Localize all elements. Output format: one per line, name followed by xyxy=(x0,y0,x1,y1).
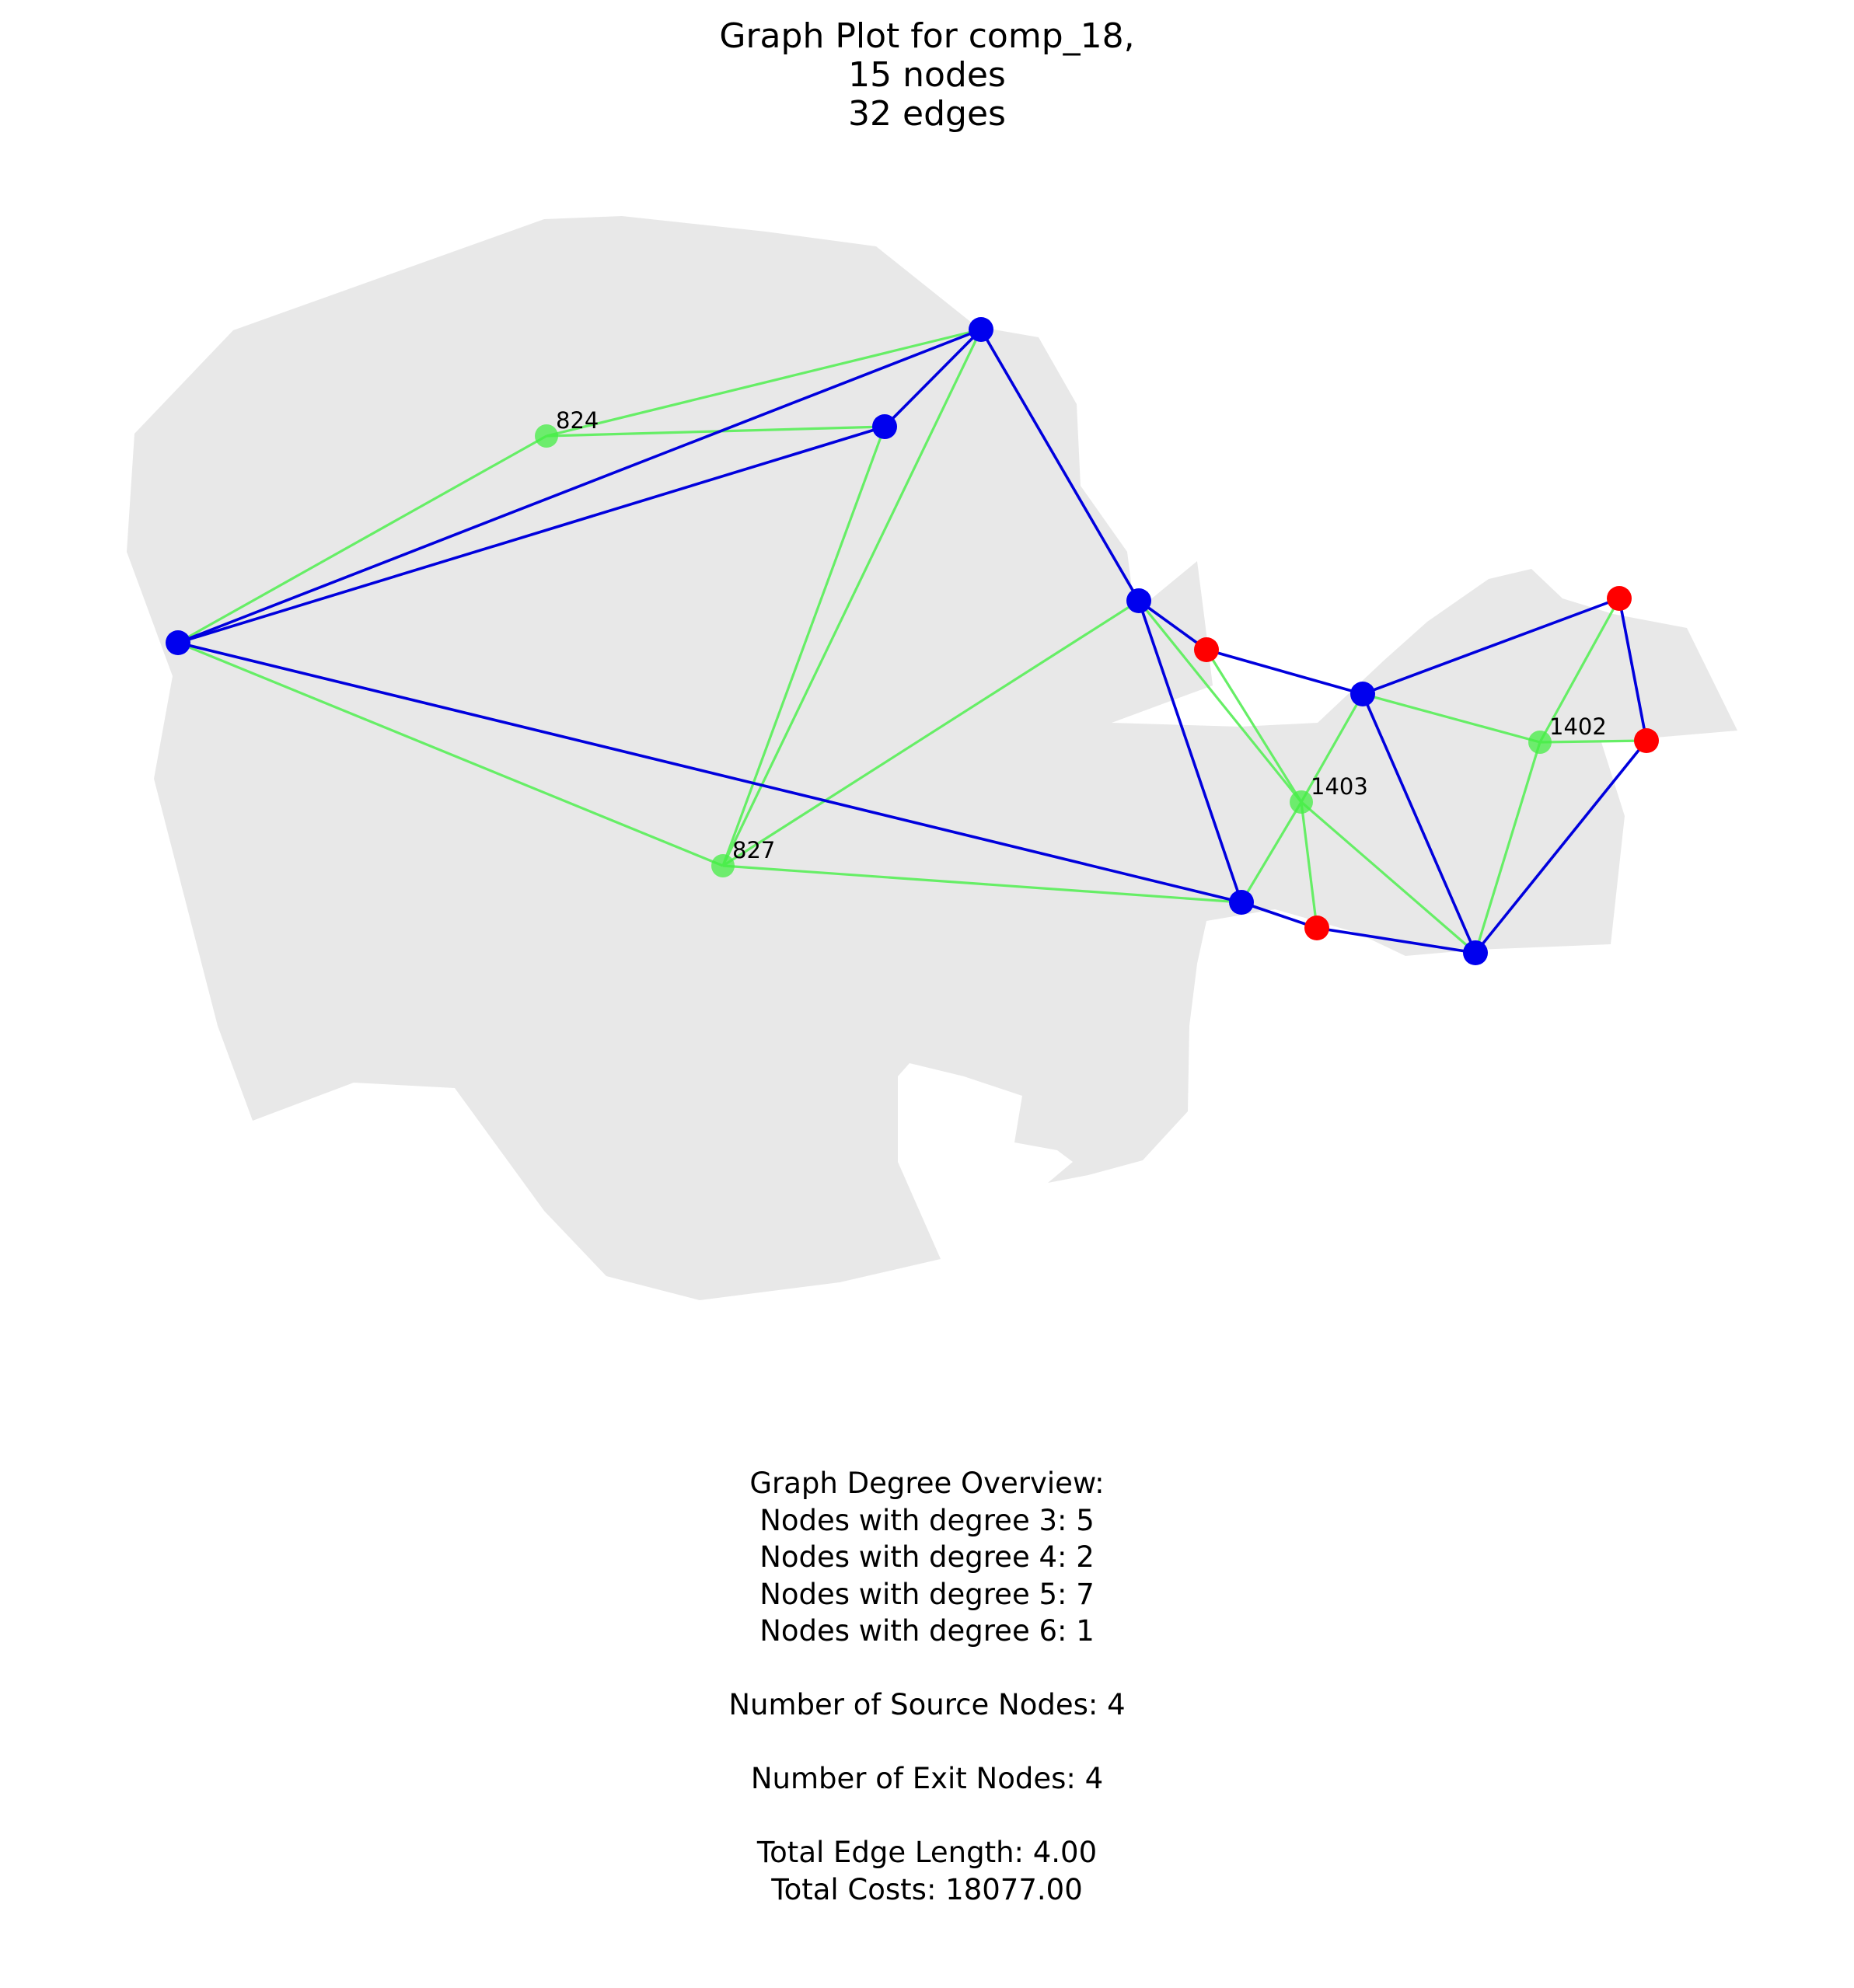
region-layer xyxy=(127,216,1737,1300)
blue-edge xyxy=(1474,739,1648,954)
junction-node xyxy=(1229,890,1254,915)
green-edge xyxy=(177,641,724,867)
blue-edge xyxy=(1316,926,1476,954)
exit-node-count: Number of Exit Nodes: 4 xyxy=(750,1762,1104,1795)
source-node xyxy=(1304,916,1329,940)
blue-edge xyxy=(1241,901,1318,929)
green-edge xyxy=(1300,801,1318,929)
blue-edge xyxy=(979,329,1140,602)
exit-node xyxy=(1290,790,1313,814)
blue-edge xyxy=(177,641,1242,904)
edge-layer xyxy=(177,328,1648,954)
exit-node xyxy=(1528,731,1552,754)
spacer xyxy=(0,1650,1854,1687)
degree-4-count: Nodes with degree 4: 2 xyxy=(759,1540,1095,1574)
green-edge xyxy=(1205,649,1303,803)
node-label: 827 xyxy=(732,837,775,863)
blue-edge xyxy=(883,328,983,428)
title-line: Graph Plot for comp_18, xyxy=(719,16,1135,56)
title-line: 15 nodes xyxy=(848,55,1006,95)
degree-6-count: Nodes with degree 6: 1 xyxy=(759,1614,1095,1648)
node-label: 1402 xyxy=(1549,713,1607,740)
degree-summary: Graph Degree Overview: Nodes with degree… xyxy=(0,1465,1854,1908)
blue-edge xyxy=(1362,597,1620,696)
green-edge xyxy=(722,599,1140,867)
green-edge xyxy=(1137,599,1303,804)
node-label: 824 xyxy=(556,407,599,434)
blue-edge xyxy=(177,425,885,644)
degree-5-count: Nodes with degree 5: 7 xyxy=(759,1577,1095,1611)
source-node xyxy=(1607,586,1632,611)
green-edge xyxy=(1240,801,1303,903)
total-edge-length: Total Edge Length: 4.00 xyxy=(756,1836,1098,1869)
green-edge xyxy=(1300,693,1364,803)
total-costs: Total Costs: 18077.00 xyxy=(771,1872,1083,1906)
blue-edge xyxy=(1137,599,1208,651)
blue-edge xyxy=(1618,598,1648,741)
node-label: 1403 xyxy=(1311,773,1368,800)
source-node xyxy=(1194,637,1219,662)
green-edge xyxy=(546,425,885,438)
spacer xyxy=(0,1798,1854,1835)
blue-edge xyxy=(1361,693,1477,954)
green-edge xyxy=(1362,692,1541,744)
title-line: 32 edges xyxy=(848,94,1006,134)
green-edge xyxy=(1300,800,1477,954)
green-edge xyxy=(721,426,886,867)
green-edge xyxy=(177,434,547,644)
blue-edge xyxy=(1206,648,1363,696)
green-edge xyxy=(721,329,983,867)
green-edge xyxy=(1538,598,1621,743)
blue-edge xyxy=(177,328,982,644)
spacer xyxy=(0,1724,1854,1761)
green-edge xyxy=(1474,741,1542,954)
region-shape xyxy=(127,216,1737,1300)
green-edge xyxy=(1539,739,1647,744)
source-node-count: Number of Source Nodes: 4 xyxy=(728,1688,1126,1721)
junction-node xyxy=(969,317,993,342)
junction-node xyxy=(1350,682,1375,706)
graph-title: Graph Plot for comp_18, 15 nodes 32 edge… xyxy=(0,17,1854,134)
green-edge xyxy=(546,328,982,438)
label-layer: 824 1402 1403 827 xyxy=(556,407,1607,863)
exit-node xyxy=(535,424,558,448)
junction-node xyxy=(166,630,190,655)
node-layer xyxy=(166,317,1659,965)
blue-edge xyxy=(1137,600,1243,903)
source-node xyxy=(1634,728,1659,753)
junction-node xyxy=(1463,940,1488,965)
junction-node xyxy=(872,414,897,439)
summary-heading: Graph Degree Overview: xyxy=(749,1467,1105,1500)
exit-node xyxy=(711,854,735,877)
junction-node xyxy=(1126,588,1151,613)
degree-3-count: Nodes with degree 3: 5 xyxy=(759,1503,1095,1537)
green-edge xyxy=(722,864,1242,904)
